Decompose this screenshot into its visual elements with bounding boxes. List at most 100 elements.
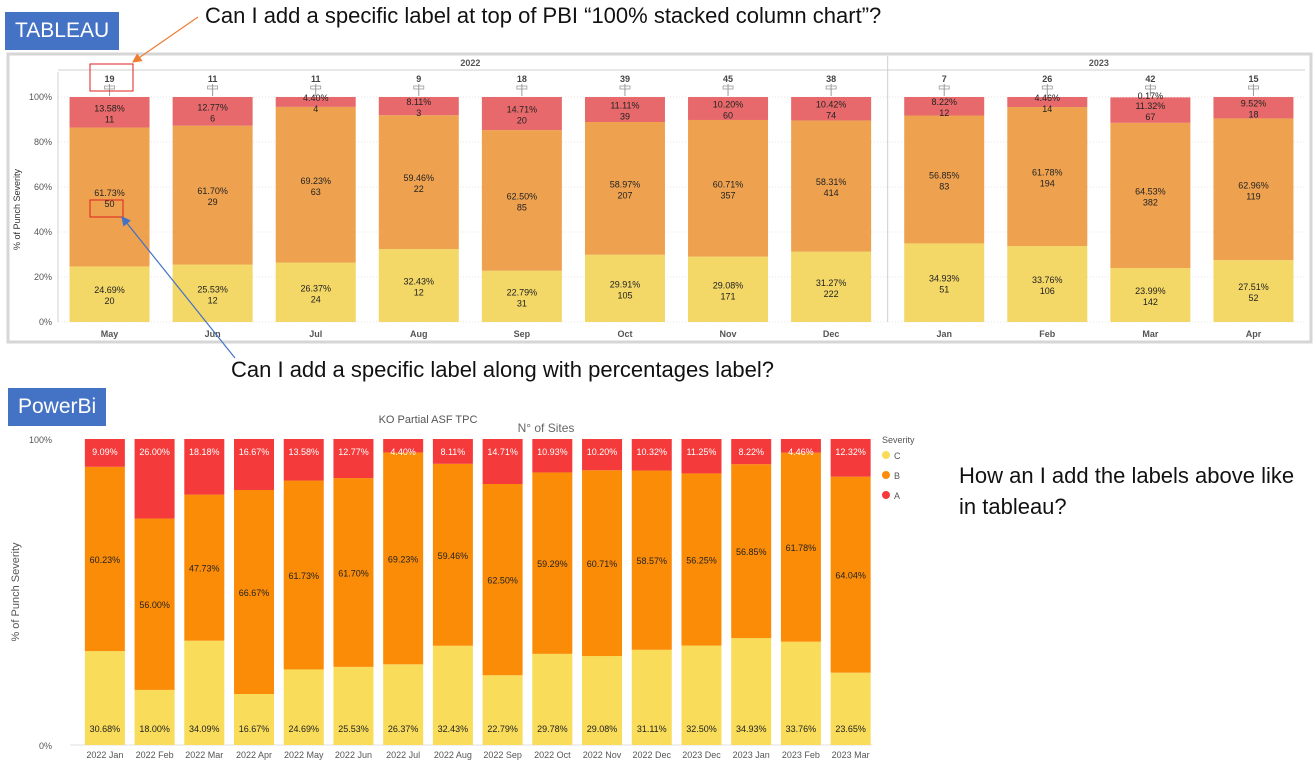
tableau-top-label: 42 [1145,74,1155,84]
tableau-pct-label: 4.40% [303,93,329,103]
powerbi-bar-C [184,640,225,745]
tableau-pct-label: 58.97% [610,179,641,189]
tableau-pct-label: 13.58% [94,103,125,113]
powerbi-bar-A [84,439,125,467]
tableau-top-marker-box [1041,85,1053,90]
powerbi-pct-label: 24.69% [288,724,319,734]
powerbi-bar-C [681,645,722,745]
powerbi-bar-B [830,476,871,673]
tableau-ytick: 80% [34,137,52,147]
tableau-count-label: 12 [414,288,424,298]
tableau-bar-B [481,130,562,271]
powerbi-pct-label: 60.71% [587,559,618,569]
powerbi-pct-label: 56.85% [736,547,767,557]
question-percent-label: Can I add a specific label along with pe… [231,357,775,382]
tableau-count-label: 74 [826,111,836,121]
tableau-bar-A [1110,97,1191,123]
powerbi-pct-label: 10.32% [637,447,668,457]
powerbi-bar-B [283,480,324,670]
tableau-pct-label: 60.71% [713,179,744,189]
tableau-pct-label: 11.32% [1135,101,1165,111]
powerbi-bar-A [184,439,225,495]
powerbi-pct-label: 32.43% [438,724,469,734]
tableau-xtick: Oct [617,329,632,339]
powerbi-bar-C [333,666,374,745]
tableau-pct-label: 8.22% [931,97,957,107]
tableau-count-label: 414 [824,188,839,198]
tableau-xtick: May [101,329,119,339]
tableau-bar-A [1007,97,1088,108]
powerbi-xtick: 2022 Oct [534,750,571,760]
powerbi-pct-label: 8.22% [738,447,764,457]
powerbi-xtick: 2023 Jan [733,750,770,760]
powerbi-bar-A [582,439,623,471]
tableau-pct-label: 9.52% [1241,99,1267,109]
powerbi-bar-C [134,689,175,745]
tableau-count-label: 357 [721,190,736,200]
tableau-pct-label: 69.23% [300,176,331,186]
powerbi-bar-C [582,656,623,745]
tableau-bar-B [378,115,459,250]
powerbi-bar-A [283,439,324,481]
tableau-pct-label: 14.71% [507,105,538,115]
powerbi-bar-A [532,439,573,473]
tableau-count-label: 18 [1248,110,1258,120]
powerbi-pct-label: 62.50% [487,576,518,586]
tableau-top-marker-box [722,85,734,90]
powerbi-pct-label: 34.93% [736,724,767,734]
powerbi-bar-B [731,464,772,639]
tableau-bar-A [584,97,665,123]
tableau-pct-label: 10.20% [713,99,744,109]
tableau-count-label: 4 [313,104,318,114]
powerbi-xtick: 2022 Jan [86,750,123,760]
powerbi-pct-label: 66.67% [239,588,270,598]
powerbi-pct-label: 29.08% [587,724,618,734]
powerbi-tag: PowerBi [8,388,107,426]
tableau-bar-B [688,119,769,257]
tableau-top-marker-box [1248,85,1259,90]
tableau-count-label: 24 [311,294,321,304]
powerbi-ylabel: % of Punch Severity [10,542,22,642]
tableau-year-header: 2023 [1089,58,1109,68]
tableau-bar-C [1213,260,1294,322]
powerbi-bar-B [532,472,573,654]
powerbi-xtick: 2022 Jun [335,750,372,760]
tableau-count-label: 106 [1040,286,1055,296]
tableau-top-label: 45 [723,74,733,84]
tableau-bar-A [791,97,872,121]
tableau-pct-label: 56.85% [929,170,960,180]
powerbi-bar-C [84,651,125,745]
tableau-top-label: 11 [208,74,218,84]
powerbi-chart: N° of Sites KO Partial ASF TPC 100% 0% % of … [10,414,915,760]
tableau-pct-label: 31.27% [816,278,847,288]
tableau-count-label: 52 [1248,293,1258,303]
powerbi-pct-label: 61.78% [786,543,817,553]
tableau-top-marker-box [938,85,950,90]
tableau-pct-label: 27.51% [1238,282,1269,292]
powerbi-bar-B [84,466,125,652]
powerbi-xtick: 2022 Sep [483,750,522,760]
powerbi-bar-A [432,439,473,464]
powerbi-legend-title: Severity [882,435,915,445]
tableau-bar-A [378,97,459,116]
powerbi-bar-A [482,439,523,485]
powerbi-pct-label: 29.78% [537,724,568,734]
powerbi-xtick: 2022 Jul [386,750,420,760]
powerbi-bar-C [780,641,821,745]
tableau-count-label: 60 [723,110,733,120]
tableau-bar-A [481,97,562,131]
tableau-bar-A [688,97,769,120]
tableau-top-marker-box [825,85,837,90]
powerbi-xtick: 2023 Mar [832,750,870,760]
tableau-pct-label: 11.11% [610,101,639,111]
tableau-xtick: Sep [514,329,531,339]
tableau-ytick: 40% [34,227,52,237]
tableau-bar-C [1110,268,1191,322]
tableau-pct-label: 62.50% [507,191,538,201]
tableau-xtick: Nov [720,329,737,339]
powerbi-legend-marker-C [882,451,890,459]
tableau-top-label: 11 [311,74,321,84]
tableau-top-label: 39 [620,74,630,84]
powerbi-xtick: 2022 Aug [434,750,472,760]
powerbi-bar-B [234,489,275,694]
